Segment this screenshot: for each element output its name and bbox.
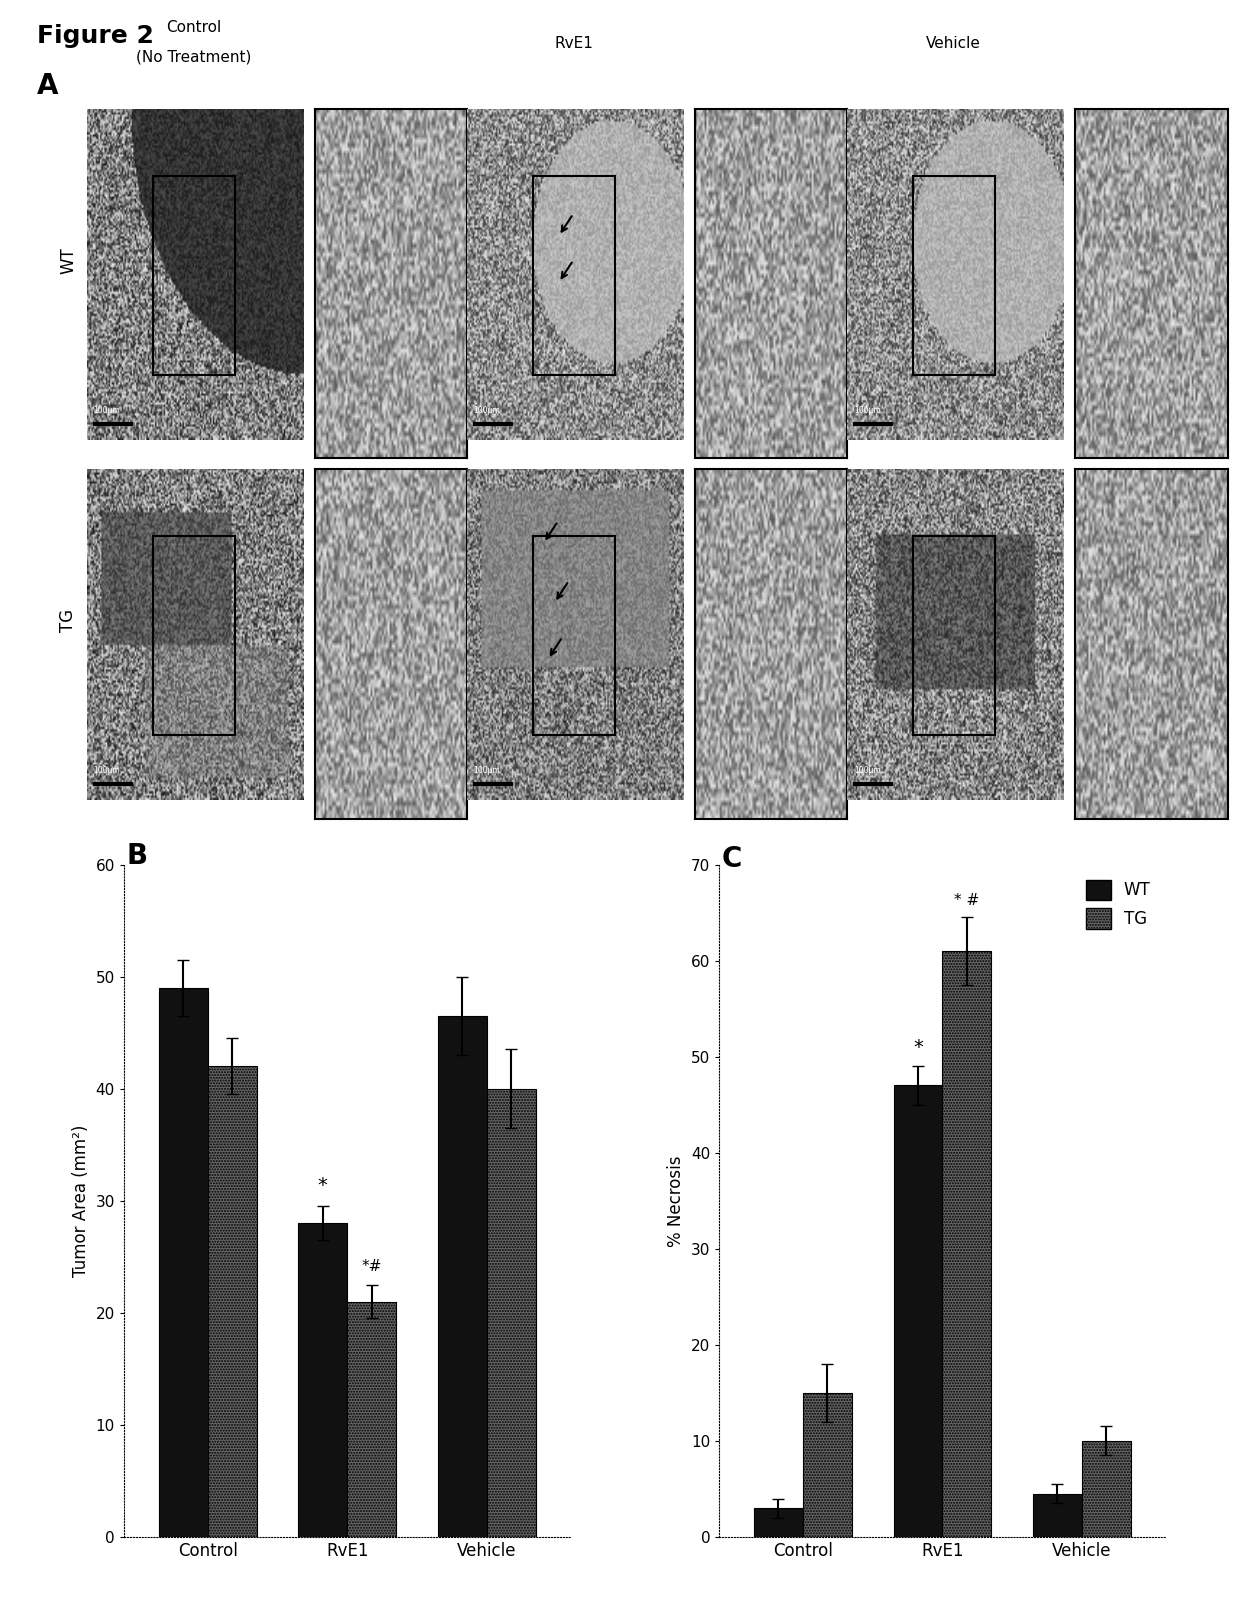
Bar (1081, 1441, 1131, 1537)
Text: 100μm: 100μm (854, 407, 880, 415)
Text: 100μm: 100μm (474, 767, 500, 775)
Bar (802, 1393, 852, 1537)
Text: C: C (722, 845, 743, 873)
Bar (207, 1066, 257, 1537)
Legend: WT, TG: WT, TG (1079, 873, 1157, 935)
Bar (347, 1302, 396, 1537)
Bar (153, 176, 234, 375)
Text: B: B (126, 842, 148, 869)
Y-axis label: Tumor Area (mm²): Tumor Area (mm²) (72, 1124, 91, 1278)
Text: WT: WT (60, 247, 77, 274)
Text: *#: *# (361, 1258, 382, 1274)
Text: Vehicle: Vehicle (926, 37, 981, 51)
Text: 100μm: 100μm (474, 407, 500, 415)
Bar (1033, 1494, 1081, 1537)
Text: 100μm: 100μm (93, 767, 120, 775)
Text: Control: Control (166, 21, 221, 35)
Bar (754, 1508, 802, 1537)
Text: A: A (37, 72, 58, 99)
Bar (942, 951, 991, 1537)
Text: *: * (317, 1177, 327, 1194)
Y-axis label: % Necrosis: % Necrosis (667, 1154, 686, 1247)
Bar (894, 1085, 942, 1537)
Text: 100μm: 100μm (854, 767, 880, 775)
Bar (533, 176, 615, 375)
Text: Figure 2: Figure 2 (37, 24, 154, 48)
Text: 100μm: 100μm (93, 407, 120, 415)
Bar (153, 536, 234, 735)
Bar (533, 536, 615, 735)
Text: *: * (913, 1037, 923, 1057)
Text: (No Treatment): (No Treatment) (135, 50, 250, 64)
Bar (438, 1017, 486, 1537)
Bar (486, 1089, 536, 1537)
Text: * #: * # (955, 893, 980, 908)
Text: TG: TG (60, 608, 77, 632)
Text: RvE1: RvE1 (554, 37, 593, 51)
Bar (159, 988, 207, 1537)
Bar (913, 176, 996, 375)
Bar (299, 1223, 347, 1537)
Bar (913, 536, 996, 735)
